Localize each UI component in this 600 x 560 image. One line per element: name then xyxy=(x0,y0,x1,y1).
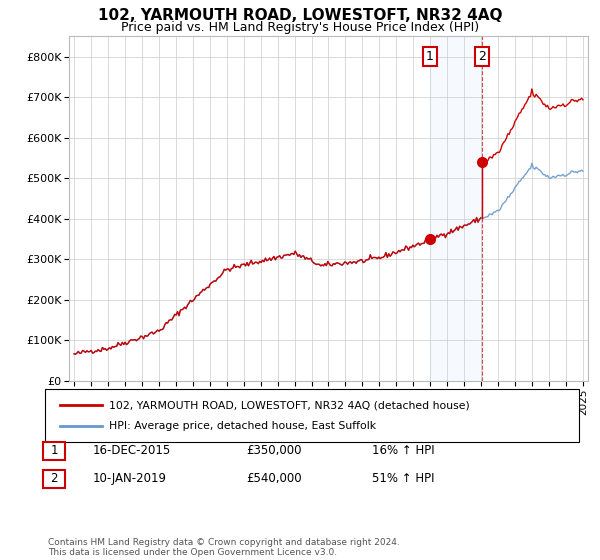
Text: HPI: Average price, detached house, East Suffolk: HPI: Average price, detached house, East… xyxy=(109,421,376,431)
Text: 1: 1 xyxy=(50,444,58,458)
Text: 1: 1 xyxy=(425,50,434,63)
Text: £350,000: £350,000 xyxy=(246,444,302,458)
Text: 2: 2 xyxy=(478,50,485,63)
Bar xyxy=(430,36,482,381)
Text: 51% ↑ HPI: 51% ↑ HPI xyxy=(372,472,434,486)
Text: 102, YARMOUTH ROAD, LOWESTOFT, NR32 4AQ: 102, YARMOUTH ROAD, LOWESTOFT, NR32 4AQ xyxy=(98,8,502,24)
Text: £540,000: £540,000 xyxy=(246,472,302,486)
Text: 16-DEC-2015: 16-DEC-2015 xyxy=(93,444,171,458)
Text: 10-JAN-2019: 10-JAN-2019 xyxy=(93,472,167,486)
Text: Contains HM Land Registry data © Crown copyright and database right 2024.
This d: Contains HM Land Registry data © Crown c… xyxy=(48,538,400,557)
Text: 102, YARMOUTH ROAD, LOWESTOFT, NR32 4AQ (detached house): 102, YARMOUTH ROAD, LOWESTOFT, NR32 4AQ … xyxy=(109,400,470,410)
Text: 16% ↑ HPI: 16% ↑ HPI xyxy=(372,444,434,458)
Text: Price paid vs. HM Land Registry's House Price Index (HPI): Price paid vs. HM Land Registry's House … xyxy=(121,21,479,34)
Text: 2: 2 xyxy=(50,472,58,486)
